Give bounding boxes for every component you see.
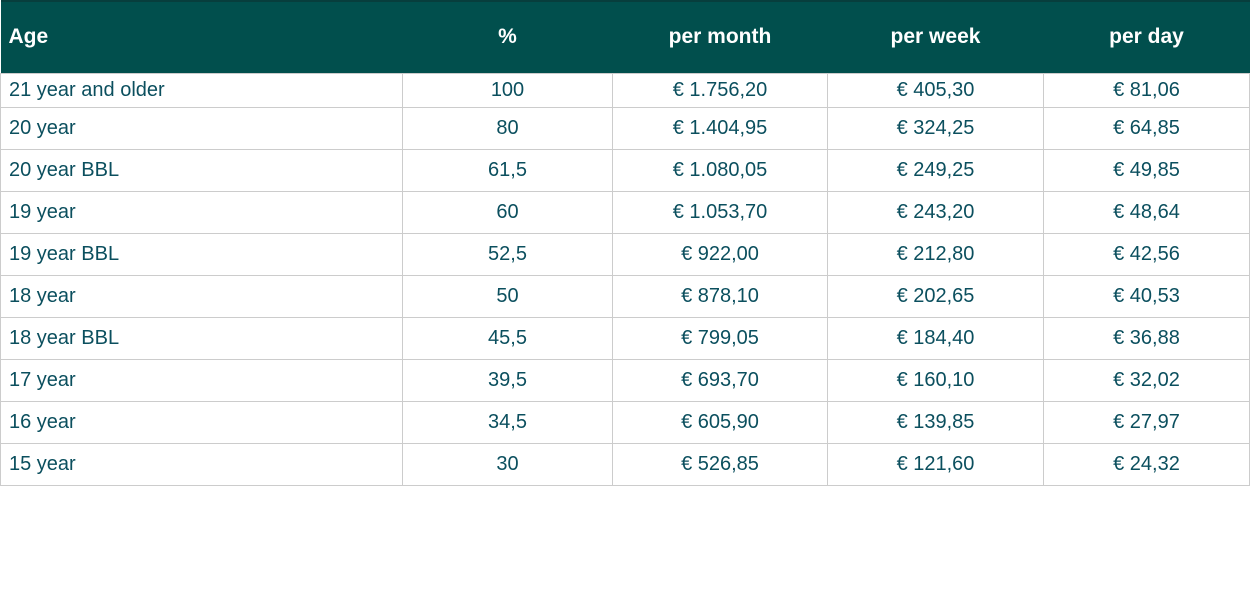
cell-per-week: € 243,20 bbox=[827, 190, 1044, 234]
cell-per-week: € 249,25 bbox=[827, 148, 1044, 192]
table-row: 18 year 50 € 878,10 € 202,65 € 40,53 bbox=[0, 274, 1250, 318]
cell-percent: 30 bbox=[402, 442, 613, 486]
cell-per-month: € 1.053,70 bbox=[612, 190, 828, 234]
table-row: 21 year and older 100 € 1.756,20 € 405,3… bbox=[0, 72, 1250, 108]
table-row: 19 year BBL 52,5 € 922,00 € 212,80 € 42,… bbox=[0, 232, 1250, 276]
cell-percent: 34,5 bbox=[402, 400, 613, 444]
cell-age: 19 year bbox=[0, 190, 403, 234]
table-row: 20 year BBL 61,5 € 1.080,05 € 249,25 € 4… bbox=[0, 148, 1250, 192]
cell-per-week: € 121,60 bbox=[827, 442, 1044, 486]
cell-per-week: € 184,40 bbox=[827, 316, 1044, 360]
column-header-age: Age bbox=[0, 0, 403, 73]
column-header-per-day: per day bbox=[1043, 0, 1250, 73]
cell-per-month: € 878,10 bbox=[612, 274, 828, 318]
cell-age: 18 year BBL bbox=[0, 316, 403, 360]
cell-per-week: € 405,30 bbox=[827, 72, 1044, 108]
cell-percent: 45,5 bbox=[402, 316, 613, 360]
cell-per-month: € 605,90 bbox=[612, 400, 828, 444]
cell-per-day: € 36,88 bbox=[1043, 316, 1250, 360]
cell-age: 18 year bbox=[0, 274, 403, 318]
cell-per-week: € 160,10 bbox=[827, 358, 1044, 402]
cell-per-month: € 1.080,05 bbox=[612, 148, 828, 192]
cell-percent: 61,5 bbox=[402, 148, 613, 192]
cell-age: 21 year and older bbox=[0, 72, 403, 108]
cell-percent: 60 bbox=[402, 190, 613, 234]
cell-per-day: € 27,97 bbox=[1043, 400, 1250, 444]
cell-per-month: € 1.756,20 bbox=[612, 72, 828, 108]
cell-per-day: € 64,85 bbox=[1043, 106, 1250, 150]
cell-age: 17 year bbox=[0, 358, 403, 402]
cell-per-month: € 693,70 bbox=[612, 358, 828, 402]
table-row: 16 year 34,5 € 605,90 € 139,85 € 27,97 bbox=[0, 400, 1250, 444]
cell-percent: 50 bbox=[402, 274, 613, 318]
cell-percent: 100 bbox=[402, 72, 613, 108]
cell-age: 20 year bbox=[0, 106, 403, 150]
cell-age: 19 year BBL bbox=[0, 232, 403, 276]
cell-per-week: € 212,80 bbox=[827, 232, 1044, 276]
cell-per-day: € 24,32 bbox=[1043, 442, 1250, 486]
column-header-per-week: per week bbox=[827, 0, 1044, 73]
cell-percent: 52,5 bbox=[402, 232, 613, 276]
cell-per-day: € 32,02 bbox=[1043, 358, 1250, 402]
cell-age: 15 year bbox=[0, 442, 403, 486]
table-row: 19 year 60 € 1.053,70 € 243,20 € 48,64 bbox=[0, 190, 1250, 234]
cell-per-month: € 799,05 bbox=[612, 316, 828, 360]
cell-per-week: € 139,85 bbox=[827, 400, 1044, 444]
table-row: 17 year 39,5 € 693,70 € 160,10 € 32,02 bbox=[0, 358, 1250, 402]
cell-per-week: € 202,65 bbox=[827, 274, 1044, 318]
table-body: 21 year and older 100 € 1.756,20 € 405,3… bbox=[0, 72, 1250, 486]
cell-age: 20 year BBL bbox=[0, 148, 403, 192]
table-row: 18 year BBL 45,5 € 799,05 € 184,40 € 36,… bbox=[0, 316, 1250, 360]
column-header-per-month: per month bbox=[612, 0, 828, 73]
column-header-percent: % bbox=[402, 0, 613, 73]
cell-per-month: € 526,85 bbox=[612, 442, 828, 486]
cell-per-day: € 49,85 bbox=[1043, 148, 1250, 192]
cell-age: 16 year bbox=[0, 400, 403, 444]
table-row: 15 year 30 € 526,85 € 121,60 € 24,32 bbox=[0, 442, 1250, 486]
cell-per-month: € 922,00 bbox=[612, 232, 828, 276]
cell-per-day: € 42,56 bbox=[1043, 232, 1250, 276]
table-header: Age % per month per week per day bbox=[0, 0, 1250, 73]
cell-per-month: € 1.404,95 bbox=[612, 106, 828, 150]
header-row: Age % per month per week per day bbox=[0, 0, 1250, 73]
cell-percent: 80 bbox=[402, 106, 613, 150]
cell-per-week: € 324,25 bbox=[827, 106, 1044, 150]
cell-per-day: € 81,06 bbox=[1043, 72, 1250, 108]
cell-per-day: € 48,64 bbox=[1043, 190, 1250, 234]
wage-table: Age % per month per week per day 21 year… bbox=[0, 0, 1250, 486]
cell-per-day: € 40,53 bbox=[1043, 274, 1250, 318]
cell-percent: 39,5 bbox=[402, 358, 613, 402]
table-row: 20 year 80 € 1.404,95 € 324,25 € 64,85 bbox=[0, 106, 1250, 150]
